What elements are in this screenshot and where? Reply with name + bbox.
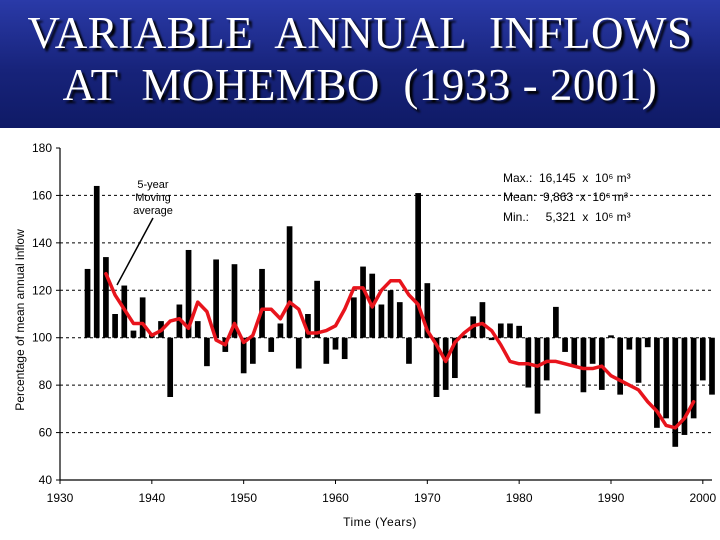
y-axis-label: Percentage of mean annual inflow [13,229,27,411]
plot-area-background [0,128,720,540]
bar-1972 [442,337,449,390]
x-tick-label-2000: 2000 [689,491,716,505]
x-tick-label-1940: 1940 [138,491,165,505]
x-tick-label-1970: 1970 [414,491,441,505]
bar-1958 [314,280,320,338]
bar-1999 [690,337,697,419]
bar-1955 [286,226,293,338]
bar-1951 [249,337,256,364]
bar-1982 [534,337,541,414]
bar-1939 [139,297,146,338]
y-tick-label-80: 80 [39,378,53,392]
bar-2000 [699,337,706,381]
bar-1992 [626,337,633,350]
x-tick-label-1980: 1980 [506,491,533,505]
bar-1949 [231,264,238,338]
bar-1963 [360,266,366,338]
bar-1950 [240,337,247,374]
axes [56,147,712,484]
title-line-1: VARIABLE ANNUAL INFLOWS [27,8,693,58]
annotation-pointer [116,217,154,286]
bar-1946 [204,337,210,367]
x-tick-label-1950: 1950 [230,491,257,505]
bar-1936 [112,314,118,338]
bar-1942 [167,337,174,397]
x-tick-label-1990: 1990 [598,491,625,505]
bar-1961 [341,337,348,360]
bar-1960 [332,337,339,350]
bar-1974 [461,335,467,338]
bar-1967 [396,302,403,338]
x-tick-label-1960: 1960 [322,491,349,505]
annotation-line-2: Moving [135,192,170,204]
bar-1954 [277,323,284,338]
bar-1934 [93,185,100,338]
bar-1984 [553,306,559,338]
y-tick-label-140: 140 [32,236,52,250]
y-tick-label-40: 40 [39,473,53,487]
bar-1935 [103,257,109,338]
bar-1988 [589,337,596,364]
bar-1976 [479,302,486,338]
bar-1993 [635,337,642,383]
stats-mean: Mean: 9,863 x 10⁶ m³ [503,190,628,204]
bar-1998 [681,337,688,435]
bar-1965 [378,304,385,338]
tick-labels: 40 60 80 100 120 140 160 180 1930 1940 1950 1960 197… [32,141,717,505]
bar-1952 [259,268,265,338]
title-header: VARIABLE ANNUAL INFLOWS AT MOHEMBO (1933… [0,0,720,128]
bar-1938 [130,330,137,338]
bar-1969 [415,193,421,338]
annotation-line-3: average [133,205,173,217]
y-tick-label-160: 160 [32,188,52,202]
x-tick-label-1930: 1930 [47,491,74,505]
stats-min: Min.: 5,321 x 10⁶ m³ [503,210,631,224]
grid-lines [60,194,712,434]
bar-2001 [709,337,715,395]
bar-1996 [663,337,669,419]
bar-1978 [497,323,504,338]
annotation-line-1: 5-year [137,179,169,191]
stats-max: Max.: 16,145 x 10⁶ m³ [503,171,631,185]
bar-1985 [562,337,568,352]
bar-1990 [608,335,614,338]
bar-1968 [406,337,412,364]
moving-average-line [104,271,696,430]
bar-1944 [185,249,192,338]
y-tick-label-60: 60 [39,426,53,440]
y-tick-label-180: 180 [32,141,52,155]
bar-1933 [84,268,91,338]
bar-1962 [351,297,357,338]
bar-1959 [323,337,330,364]
bar-1997 [672,337,679,447]
y-tick-label-120: 120 [32,283,52,297]
x-axis-label: Time (Years) [343,515,417,529]
title-line-2: AT MOHEMBO (1933 - 2001) [62,60,658,110]
bar-1953 [268,337,275,352]
bar-1971 [433,337,440,397]
bar-1947 [213,259,219,338]
bar-1956 [295,337,302,369]
bar-1987 [580,337,587,393]
bar-1995 [654,337,660,428]
y-tick-label-100: 100 [32,331,52,345]
bar-1991 [617,337,624,395]
bar-1977 [488,337,495,341]
bar-1980 [516,325,523,338]
bar-1973 [452,337,458,379]
bar-1945 [194,321,201,338]
annual-bars [84,185,715,447]
bar-1986 [571,337,578,367]
bar-1966 [387,290,394,338]
bar-1970 [424,283,431,338]
bar-1979 [507,323,513,338]
bar-1957 [305,314,311,338]
bar-1989 [598,337,605,390]
bar-1983 [543,337,550,381]
bar-1994 [644,337,651,348]
